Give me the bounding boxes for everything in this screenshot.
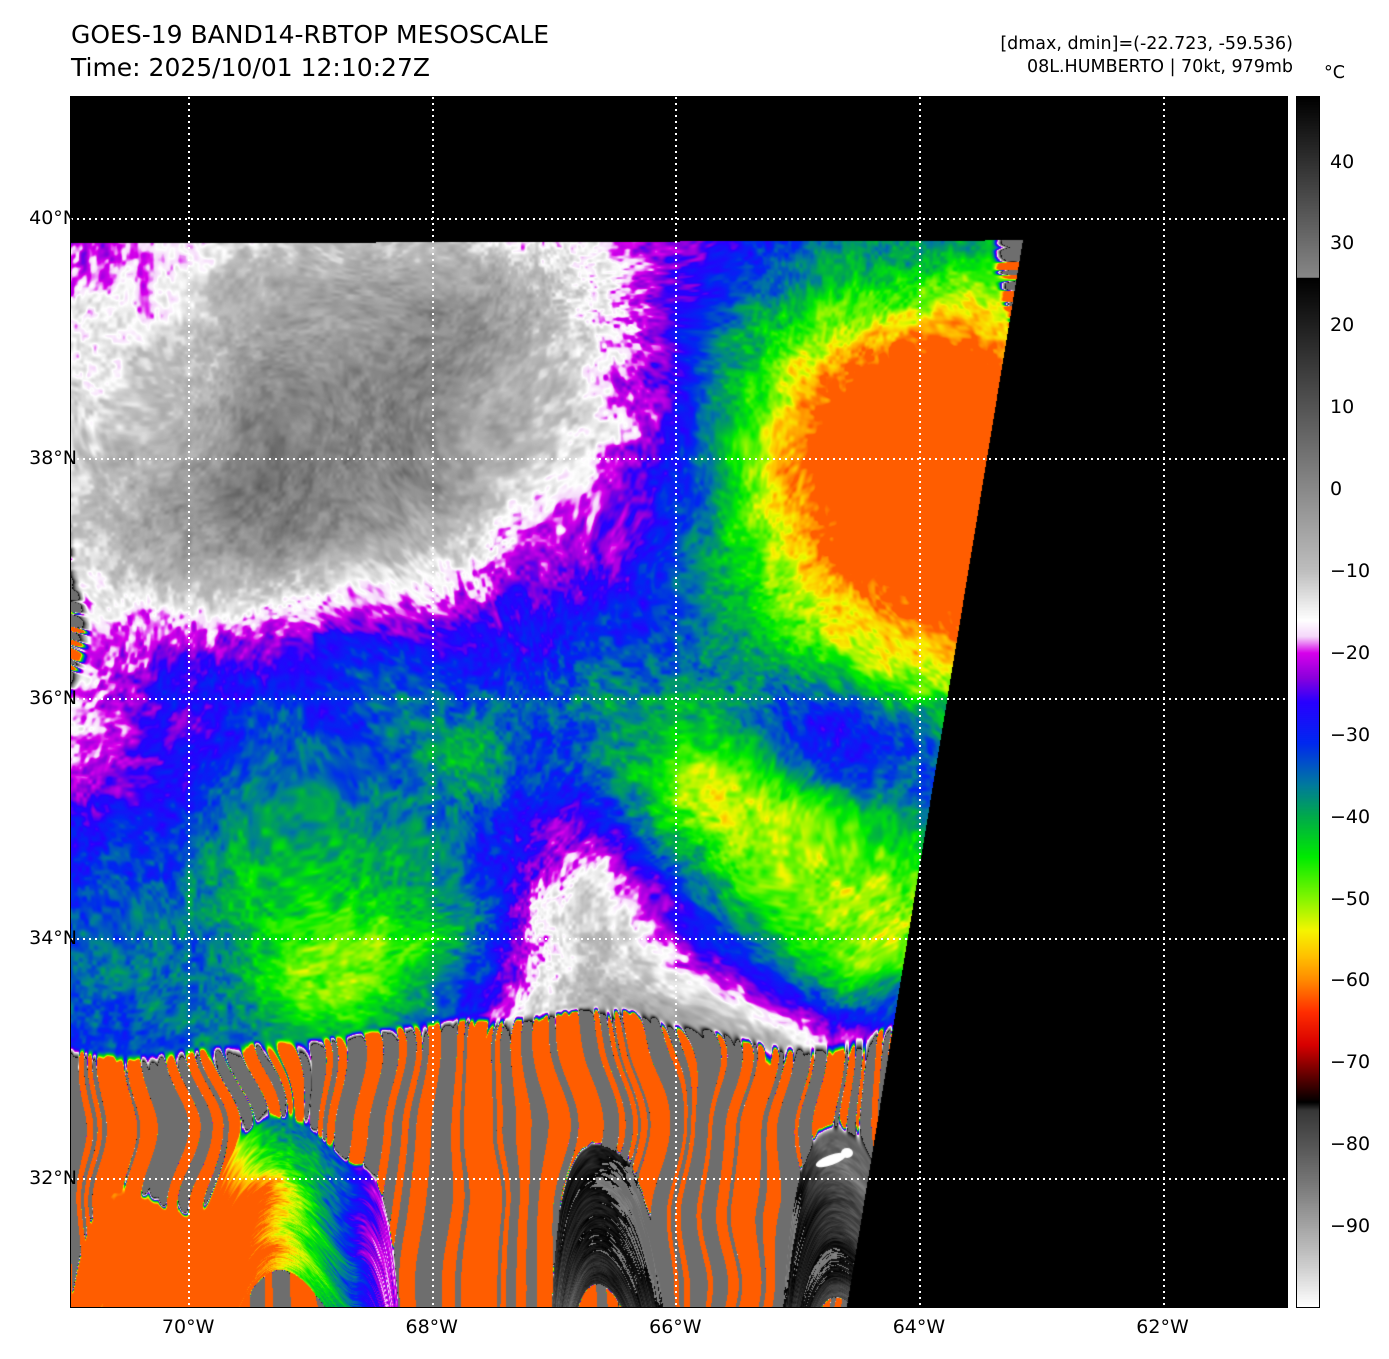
xtick-64°W: 64°W — [892, 1316, 946, 1338]
xtick-70°W: 70°W — [161, 1316, 215, 1338]
satellite-imagery-canvas — [71, 97, 1287, 1307]
colorbar-tick--70: −70 — [1330, 1051, 1371, 1074]
colorbar-tick-40: 40 — [1330, 150, 1355, 173]
satellite-image-plot[interactable]: Copyright © 2020-2025 Dapiya — [70, 96, 1288, 1308]
colorbar-tick-0: 0 — [1330, 478, 1343, 501]
ytick-32°N: 32°N — [29, 1167, 77, 1190]
ytick-34°N: 34°N — [29, 927, 77, 950]
colorbar-tick-20: 20 — [1330, 314, 1355, 337]
metadata-block: [dmax, dmin]=(-22.723, -59.536) 08L.HUMB… — [1000, 33, 1293, 79]
colorbar-unit-label: °C — [1324, 63, 1345, 83]
xtick-66°W: 66°W — [649, 1316, 702, 1338]
ytick-38°N: 38°N — [29, 447, 77, 470]
colorbar-gradient — [1297, 97, 1319, 1307]
colorbar-tick--30: −30 — [1330, 723, 1371, 746]
timestamp-label: Time: 2025/10/01 12:10:27Z — [71, 53, 430, 82]
colorbar-tick--50: −50 — [1330, 887, 1371, 910]
title-block: GOES-19 BAND14-RBTOP MESOSCALE Time: 202… — [71, 18, 549, 84]
colorbar[interactable] — [1296, 96, 1320, 1308]
colorbar-tick--90: −90 — [1330, 1215, 1371, 1238]
colorbar-tick--20: −20 — [1330, 641, 1371, 664]
xtick-68°W: 68°W — [405, 1316, 458, 1338]
storm-info-label: 08L.HUMBERTO | 70kt, 979mb — [1026, 56, 1293, 77]
dmax-dmin-label: [dmax, dmin]=(-22.723, -59.536) — [1000, 34, 1293, 54]
colorbar-tick--60: −60 — [1330, 969, 1371, 992]
xtick-62°W: 62°W — [1136, 1316, 1189, 1338]
colorbar-tick--40: −40 — [1330, 805, 1371, 828]
page-title: GOES-19 BAND14-RBTOP MESOSCALE — [71, 20, 550, 49]
colorbar-tick--10: −10 — [1330, 559, 1371, 582]
colorbar-tick-30: 30 — [1330, 232, 1355, 255]
ytick-36°N: 36°N — [29, 687, 77, 710]
ytick-40°N: 40°N — [29, 207, 77, 230]
colorbar-tick--80: −80 — [1330, 1133, 1371, 1156]
colorbar-tick-10: 10 — [1330, 396, 1355, 419]
